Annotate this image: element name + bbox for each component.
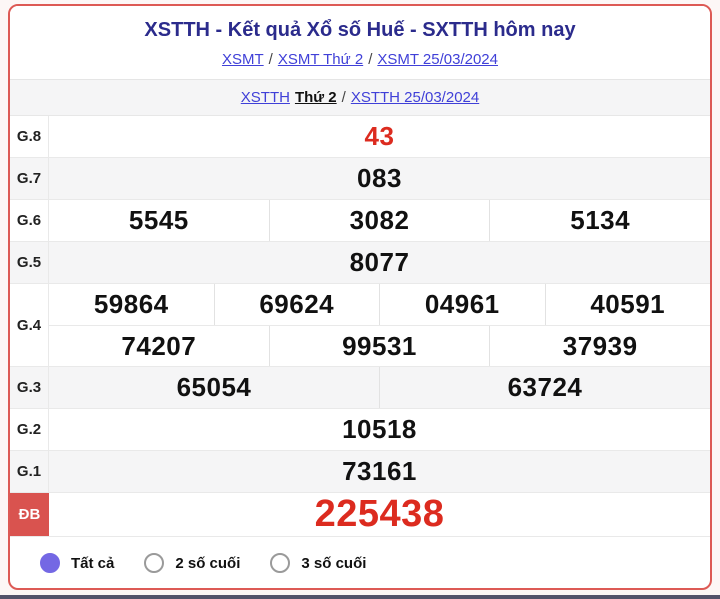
prize-values: 73161 — [49, 451, 710, 492]
prize-values: 10518 — [49, 409, 710, 450]
breadcrumb-day-label: Thứ 2 — [294, 89, 337, 106]
filter-option-label[interactable]: 3 số cuối — [301, 554, 367, 572]
prize-group: 8077 — [49, 242, 710, 283]
page-title: XSTTH - Kết quả Xổ số Huế - SXTTH hôm na… — [144, 19, 576, 41]
prize-row-g4: G.4 59864 69624 04961 40591 74207 99531 37939 — [10, 284, 710, 367]
breadcrumb-separator: / — [268, 51, 273, 68]
prize-values: 225438 — [49, 493, 710, 536]
prize-group: 43 — [49, 116, 710, 157]
header: XSTTH - Kết quả Xổ số Huế - SXTTH hôm na… — [10, 6, 710, 79]
prize-label: G.7 — [10, 158, 49, 199]
breadcrumb-link-xsmt-date[interactable]: XSMT 25/03/2024 — [377, 51, 498, 68]
prize-group: 225438 — [49, 493, 710, 536]
breadcrumb-link-xstth[interactable]: XSTTH — [240, 89, 290, 106]
prize-number: 8077 — [349, 247, 410, 277]
prize-group: 74207 99531 37939 — [49, 325, 710, 366]
prize-number: 40591 — [544, 284, 711, 325]
results-table: G.8 43 G.7 083 G.6 5545 3082 5134 G.5 8077 G.4 5986… — [10, 115, 710, 537]
prize-number: 083 — [357, 163, 402, 193]
filter-option-1[interactable]: 2 số cuối — [144, 553, 240, 573]
filter-radio-group: Tất cả 2 số cuối 3 số cuối — [10, 537, 710, 573]
prize-group: 73161 — [49, 451, 710, 492]
filter-option-2[interactable]: 3 số cuối — [270, 553, 366, 573]
prize-row-g7: G.7 083 — [10, 158, 710, 200]
prize-row-g8: G.8 43 — [10, 116, 710, 158]
prize-values: 43 — [49, 116, 710, 157]
breadcrumb-link-xsmt-thu2[interactable]: XSMT Thứ 2 — [277, 51, 364, 68]
radio-unselected-icon[interactable] — [144, 553, 165, 573]
filter-option-label[interactable]: 2 số cuối — [175, 554, 241, 572]
prize-group: 10518 — [49, 409, 710, 450]
prize-values: 5545 3082 5134 — [49, 200, 710, 241]
prize-number: 65054 — [176, 372, 252, 402]
prize-label: G.5 — [10, 242, 49, 283]
prize-label: G.4 — [10, 284, 49, 366]
breadcrumb-separator: / — [368, 51, 373, 68]
prize-number: 5545 — [128, 205, 189, 235]
prize-number: 43 — [364, 121, 395, 151]
prize-values: 8077 — [49, 242, 710, 283]
prize-number: 37939 — [489, 326, 710, 366]
prize-label: G.3 — [10, 367, 49, 408]
prize-number: 10518 — [342, 414, 417, 444]
prize-row-g5: G.5 8077 — [10, 242, 710, 284]
prize-number: 3082 — [268, 200, 490, 241]
prize-label: G.2 — [10, 409, 49, 450]
prize-number: 63724 — [379, 367, 710, 408]
prize-number: 59864 — [93, 289, 169, 319]
prize-number: 5134 — [489, 200, 710, 241]
prize-row-g6: G.6 5545 3082 5134 — [10, 200, 710, 242]
prize-row-g2: G.2 10518 — [10, 409, 710, 451]
prize-label: G.8 — [10, 116, 49, 157]
lottery-results-card: XSTTH - Kết quả Xổ số Huế - SXTTH hôm na… — [8, 4, 712, 590]
breadcrumb-link-xstth-date[interactable]: XSTTH 25/03/2024 — [350, 89, 480, 106]
prize-row-g1: G.1 73161 — [10, 451, 710, 493]
prize-values: 083 — [49, 158, 710, 199]
prize-group: 59864 69624 04961 40591 — [49, 284, 710, 325]
filter-option-label[interactable]: Tất cả — [71, 554, 115, 572]
prize-number: 69624 — [213, 284, 380, 325]
prize-group: 083 — [49, 158, 710, 199]
page-bottom-divider — [0, 595, 720, 599]
breadcrumb: XSMT / XSMT Thứ 2/XSMT 25/03/2024 — [10, 51, 710, 79]
radio-unselected-icon[interactable] — [270, 553, 291, 573]
prize-values: 59864 69624 04961 40591 74207 99531 37939 — [49, 284, 710, 366]
prize-row-g3: G.3 65054 63724 — [10, 367, 710, 409]
prize-number: 74207 — [121, 330, 197, 361]
prize-number: 73161 — [342, 456, 417, 486]
breadcrumb-separator: / — [341, 89, 346, 106]
prize-row-b: ĐB 225438 — [10, 493, 710, 537]
prize-label: G.1 — [10, 451, 49, 492]
breadcrumb-link-xsmt[interactable]: XSMT — [221, 51, 264, 68]
prize-number: 99531 — [268, 326, 490, 366]
prize-group: 65054 63724 — [49, 367, 710, 408]
prize-values: 65054 63724 — [49, 367, 710, 408]
sub-breadcrumb-bar: XSTTH Thứ 2 / XSTTH 25/03/2024 — [10, 79, 710, 115]
prize-number: 04961 — [379, 284, 545, 325]
filter-option-0[interactable]: Tất cả — [40, 553, 114, 573]
radio-selected-icon[interactable] — [40, 553, 60, 573]
prize-group: 5545 3082 5134 — [49, 200, 710, 241]
prize-label: G.6 — [10, 200, 49, 241]
special-prize-badge: ĐB — [10, 493, 49, 536]
prize-number: 225438 — [314, 493, 445, 535]
